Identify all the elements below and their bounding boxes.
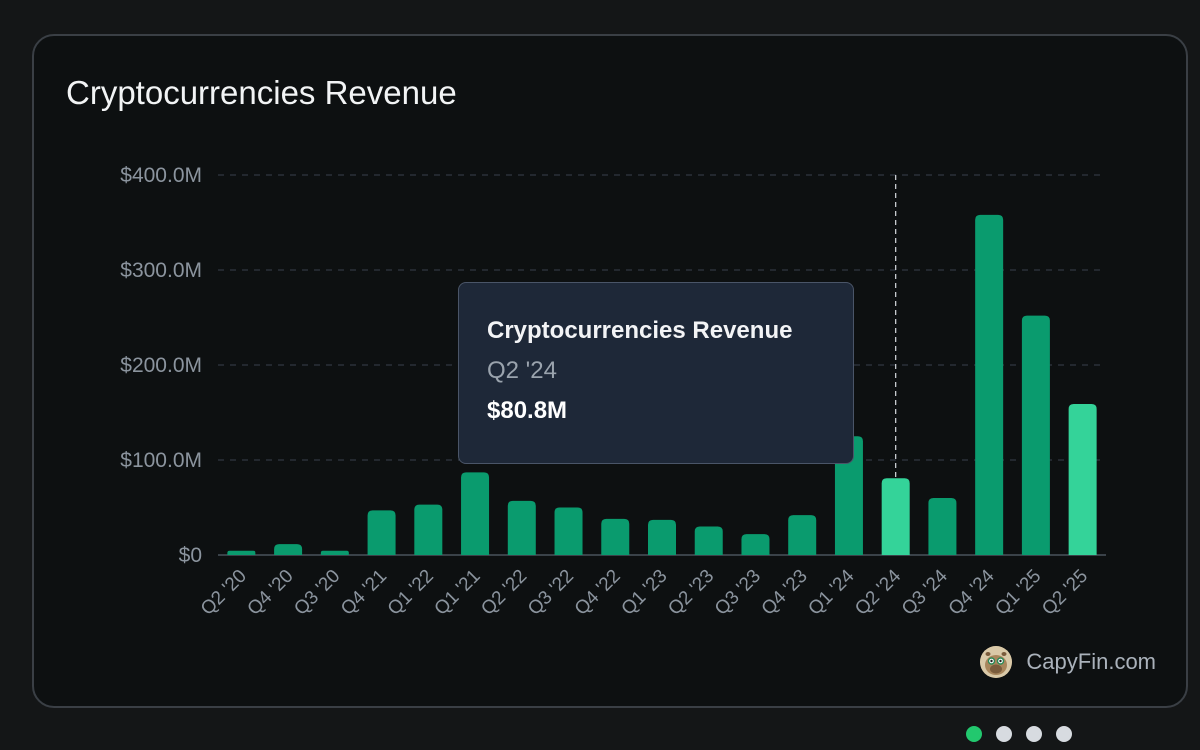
x-tick-label: Q3 '20: [290, 566, 344, 620]
x-tick-label: Q1 '21: [431, 566, 485, 620]
capybara-logo-icon: [980, 646, 1013, 678]
x-tick-label: Q2 '25: [1038, 566, 1092, 620]
bar: [274, 544, 303, 555]
pagination-dot[interactable]: [966, 726, 982, 742]
bar: [601, 518, 630, 555]
y-tick-label: $0: [179, 544, 202, 567]
x-tick-label: Q3 '22: [524, 566, 578, 620]
pagination-dots: [966, 726, 1072, 742]
chart-card: Cryptocurrencies Revenue $0 $100.0M $200.0…: [32, 34, 1188, 708]
x-tick-label: Q1 '22: [384, 566, 438, 620]
tooltip-period: Q2 '24: [487, 357, 557, 384]
y-tick-label: $300.0M: [120, 259, 202, 282]
y-tick-label: $400.0M: [120, 164, 202, 187]
bar: [975, 214, 1004, 555]
pagination-dot[interactable]: [996, 726, 1012, 742]
pagination-dot[interactable]: [1056, 726, 1072, 742]
x-tick-label: Q4 '22: [571, 566, 625, 620]
chart-title: Cryptocurrencies Revenue: [66, 74, 457, 111]
tooltip-title: Cryptocurrencies Revenue: [487, 317, 793, 344]
x-tick-label: Q2 '23: [664, 566, 718, 620]
bar: [741, 534, 770, 555]
bar: [507, 500, 536, 555]
bar: [788, 515, 817, 555]
x-tick-label: Q2 '24: [851, 565, 905, 619]
chart-tooltip: Cryptocurrencies Revenue Q2 '24 $80.8M: [458, 282, 854, 464]
x-tick-label: Q3 '23: [711, 566, 765, 620]
x-tick-label: Q1 '24: [804, 565, 858, 619]
bar: [227, 550, 256, 555]
bar: [881, 478, 910, 555]
x-tick-label: Q2 '22: [477, 566, 531, 620]
bar: [554, 507, 583, 555]
x-tick-label: Q1 '25: [991, 566, 1045, 620]
x-tick-label: Q1 '23: [618, 566, 672, 620]
pagination-dot[interactable]: [1026, 726, 1042, 742]
x-tick-label: Q3 '24: [898, 565, 952, 619]
x-tick-label: Q4 '20: [244, 566, 298, 620]
x-tick-label: Q4 '21: [337, 566, 391, 620]
bar: [928, 498, 957, 555]
y-tick-label: $200.0M: [120, 354, 202, 377]
bar: [834, 436, 863, 555]
brand[interactable]: CapyFin.com: [980, 646, 1156, 678]
bar: [367, 510, 396, 555]
bar: [648, 519, 676, 555]
x-tick-label: Q4 '24: [945, 565, 999, 619]
x-tick-label: Q4 '23: [758, 566, 812, 620]
bar: [1021, 315, 1050, 555]
brand-name: CapyFin.com: [1026, 649, 1156, 674]
y-tick-label: $100.0M: [120, 449, 202, 472]
bar: [694, 526, 723, 555]
bar: [414, 504, 443, 555]
tooltip-value: $80.8M: [487, 397, 568, 424]
bar: [461, 472, 490, 555]
x-tick-label: Q2 '20: [197, 566, 251, 620]
bar: [1068, 403, 1097, 555]
bar: [320, 550, 349, 555]
